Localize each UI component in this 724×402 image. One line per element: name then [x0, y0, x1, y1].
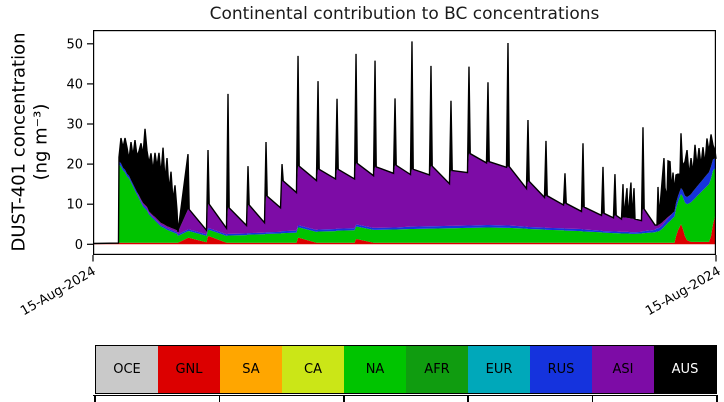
- series-band-asi: [93, 153, 716, 244]
- legend-cell-sa: SA: [220, 346, 282, 393]
- y-axis-label-line1: DUST-401 concentration: [8, 32, 30, 252]
- y-tick-label: 30: [66, 118, 83, 133]
- bottom-axis-tick: [591, 396, 594, 402]
- bottom-axis-tick: [343, 396, 345, 402]
- partial-axes-bottom: [93, 395, 718, 402]
- legend-cell-afr: AFR: [406, 346, 468, 393]
- legend-cell-rus: RUS: [530, 346, 592, 393]
- y-tick-label: 50: [66, 37, 83, 52]
- y-axis-label-line2: (ng m⁻³): [30, 103, 51, 181]
- bottom-axis-tick: [94, 396, 96, 402]
- chart-title: Continental contribution to BC concentra…: [209, 4, 600, 24]
- legend-cell-ca: CA: [282, 346, 344, 393]
- bottom-axis-tick: [218, 396, 221, 402]
- legend-cell-na: NA: [344, 346, 406, 393]
- total-line: [92, 41, 717, 245]
- plot-area: 0 10 20 30 40 50: [66, 30, 717, 262]
- y-tick-label: 20: [66, 158, 83, 173]
- continent-legend: OCE GNL SA CA NA AFR EUR RUS ASI AUS: [95, 345, 717, 394]
- x-tick-label-end: 15-Aug-2024: [643, 264, 724, 320]
- legend-cell-gnl: GNL: [158, 346, 220, 393]
- x-tick-label-start: 15-Aug-2024: [18, 264, 99, 320]
- axes-frame: [93, 30, 716, 256]
- bottom-axis-tick: [716, 396, 718, 402]
- legend-cell-oce: OCE: [96, 346, 158, 393]
- legend-cell-asi: ASI: [592, 346, 654, 393]
- bottom-axis-tick: [467, 396, 469, 402]
- legend-cell-aus: AUS: [654, 346, 716, 393]
- y-tick-label: 0: [75, 238, 83, 253]
- legend-cell-eur: EUR: [468, 346, 530, 393]
- y-axis-label: DUST-401 concentration (ng m⁻³): [8, 32, 51, 251]
- y-tick-label: 40: [66, 77, 83, 92]
- series-band-na: [93, 164, 716, 244]
- y-tick-label: 10: [66, 198, 83, 213]
